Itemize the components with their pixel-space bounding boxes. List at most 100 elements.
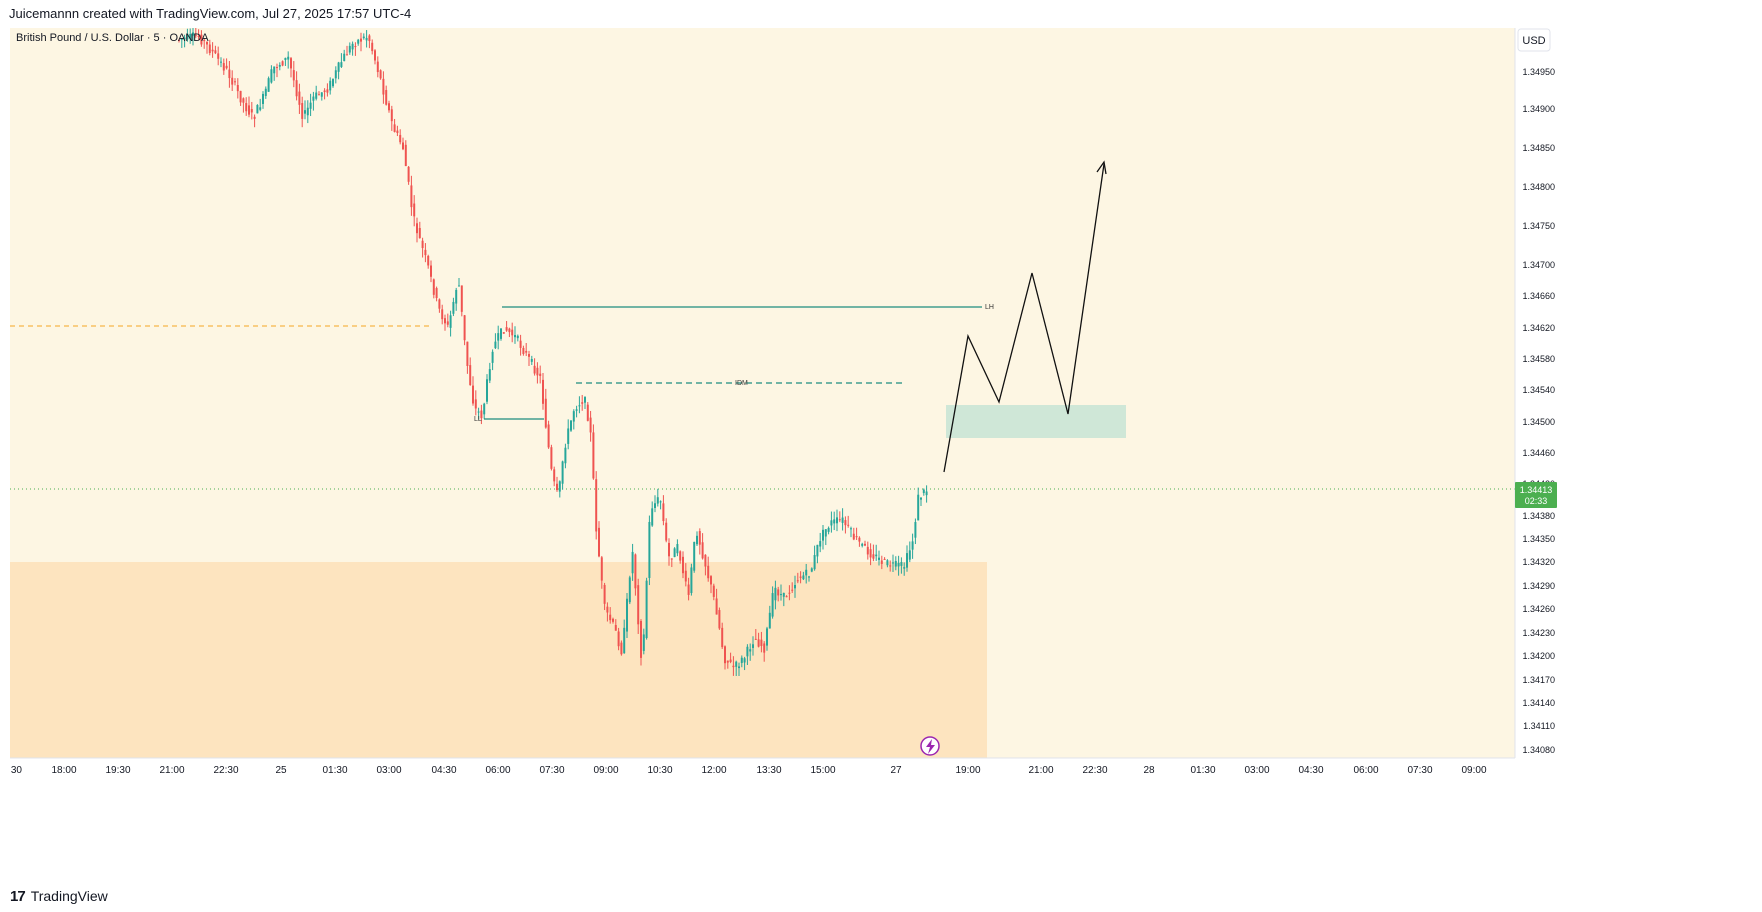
candle-body — [234, 81, 236, 83]
x-tick-label: 22:30 — [213, 765, 238, 776]
y-tick-label: 1.34110 — [1523, 721, 1555, 731]
candle-body — [838, 519, 841, 521]
candle-body — [679, 551, 682, 561]
candle-body — [810, 568, 813, 572]
x-tick-label: 22:30 — [1082, 765, 1107, 776]
candle-body — [441, 309, 444, 320]
candle-body — [575, 409, 578, 411]
candle-body — [760, 639, 763, 646]
candle-body — [693, 541, 696, 571]
candle-body — [600, 557, 603, 581]
lh-label: LH — [985, 304, 994, 311]
current-price-countdown: 02:33 — [1525, 496, 1548, 506]
candle-body — [183, 37, 186, 40]
candle-body — [494, 341, 497, 349]
candle-body — [712, 585, 715, 597]
candlestick-chart[interactable]: LH IDM LL 1.349501.349001.348501.348001.… — [10, 28, 1762, 880]
candle-body — [346, 54, 348, 56]
candle-body — [603, 584, 606, 604]
replay-lightning-icon[interactable] — [920, 736, 940, 756]
candle-body — [794, 584, 796, 589]
candle-body — [178, 39, 180, 41]
y-tick-label: 1.34700 — [1522, 260, 1555, 270]
candle-body — [270, 69, 273, 83]
candle-body — [631, 551, 634, 574]
candle-body — [544, 398, 547, 428]
candle-body — [424, 249, 427, 256]
candle-body — [782, 592, 785, 597]
time-axis[interactable] — [10, 758, 1515, 780]
candle-body — [704, 554, 707, 567]
candle-body — [351, 43, 354, 50]
candle-body — [665, 522, 668, 541]
candle-body — [606, 606, 609, 613]
candle-body — [645, 580, 648, 639]
candle-body — [220, 61, 222, 63]
chart-title: British Pound / U.S. Dollar · 5 · OANDA — [16, 32, 209, 44]
candle-body — [556, 483, 558, 491]
x-tick-label: :30 — [10, 765, 22, 776]
x-tick-label: 15:00 — [810, 765, 835, 776]
candle-body — [323, 90, 326, 92]
candle-body — [564, 447, 567, 464]
attribution-text: Juicemannn created with TradingView.com,… — [9, 6, 412, 21]
chart-area[interactable]: LH IDM LL 1.34950 1.34900 1.34850 1.34800 1.… — [10, 28, 1762, 880]
candle-body — [547, 424, 550, 448]
candle-body — [628, 577, 631, 603]
candle-body — [511, 329, 514, 336]
candle-body — [696, 535, 698, 545]
candle-body — [248, 105, 250, 115]
candle-body — [925, 491, 928, 496]
candle-body — [337, 62, 340, 72]
candle-body — [500, 328, 502, 339]
candle-body — [676, 544, 679, 554]
candle-body — [581, 402, 584, 404]
x-tick-label: 21:00 — [1028, 765, 1053, 776]
candle-body — [430, 265, 432, 277]
tradingview-logo-icon[interactable]: 17 — [10, 887, 26, 905]
candle-body — [684, 570, 687, 582]
candle-body — [861, 543, 864, 546]
y-tick-label: 1.34950 — [1522, 67, 1555, 77]
currency-button[interactable]: USD — [1517, 28, 1551, 52]
candle-body — [847, 524, 850, 526]
candle-body — [799, 576, 802, 578]
candle-body — [654, 503, 656, 508]
candle-body — [396, 130, 399, 133]
candle-body — [894, 561, 897, 567]
candle-body — [376, 61, 379, 73]
candle-body — [740, 657, 743, 663]
y-tick-label: 1.34290 — [1522, 581, 1555, 591]
candle-body — [533, 365, 536, 374]
x-tick-label: 04:30 — [431, 765, 456, 776]
y-axis-ticks: 1.34950 1.34900 1.34850 1.34800 1.34750 1.347… — [1522, 67, 1555, 755]
candle-body — [920, 497, 922, 500]
candle-body — [892, 562, 894, 564]
candle-body — [326, 89, 329, 93]
candle-body — [357, 39, 360, 44]
candle-body — [567, 428, 570, 444]
y-tick-label: 1.34850 — [1522, 143, 1555, 153]
current-price-value: 1.34413 — [1520, 485, 1553, 495]
tradingview-logo-text[interactable]: TradingView — [30, 888, 108, 904]
candle-body — [231, 77, 234, 85]
candle-body — [486, 379, 488, 402]
x-tick-label: 25 — [275, 765, 287, 776]
candle-body — [402, 142, 404, 150]
y-tick-label: 1.34170 — [1522, 675, 1555, 685]
candle-body — [505, 327, 508, 331]
candle-body — [245, 103, 248, 112]
candle-body — [228, 69, 231, 79]
y-tick-label: 1.34500 — [1522, 417, 1555, 427]
candle-body — [746, 646, 749, 657]
candle-body — [687, 584, 690, 595]
candle-body — [488, 369, 491, 381]
price-axis[interactable] — [1515, 28, 1762, 758]
candle-body — [194, 34, 197, 36]
candle-body — [413, 203, 416, 217]
candle-body — [774, 587, 777, 601]
x-axis-ticks: :30 18:00 19:30 21:00 22:30 25 01:30 03:00 04:30… — [10, 765, 1487, 776]
y-tick-label: 1.34900 — [1522, 104, 1555, 114]
candle-body — [626, 598, 628, 632]
candle-body — [836, 517, 838, 524]
